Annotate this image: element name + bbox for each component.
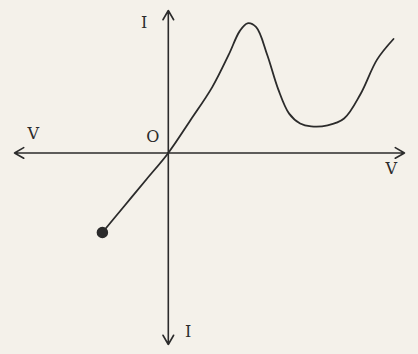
svg-text:V: V <box>26 124 39 143</box>
svg-text:V: V <box>385 159 398 178</box>
svg-text:O: O <box>146 127 159 146</box>
svg-text:I: I <box>141 13 147 32</box>
svg-text:I: I <box>185 322 191 341</box>
